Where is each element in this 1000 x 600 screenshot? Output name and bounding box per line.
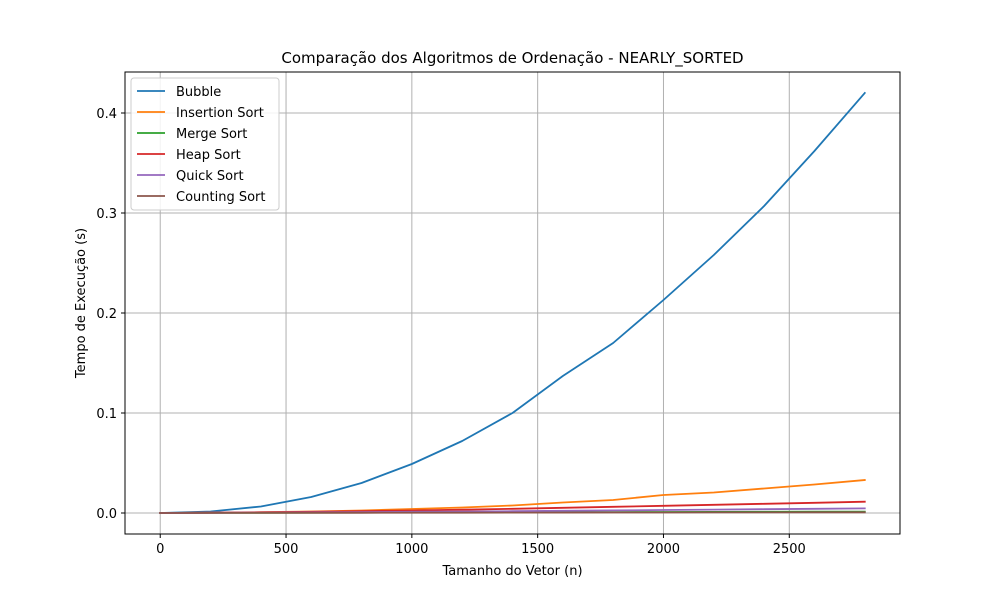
chart-title: Comparação dos Algoritmos de Ordenação -… <box>281 49 743 68</box>
plot-frame <box>124 71 901 535</box>
legend-label-heap-sort: Heap Sort <box>176 148 241 163</box>
legend: Bubble Insertion Sort Merge Sort Heap Sort Q… <box>130 77 280 211</box>
series-line-counting-sort <box>159 511 866 514</box>
y-tick-label: 0.4 <box>96 107 117 122</box>
legend-box <box>130 77 280 211</box>
legend-label-counting-sort: Counting Sort <box>176 190 266 205</box>
legend-label-bubble: Bubble <box>176 85 221 100</box>
y-axis-label: Tempo de Execução (s) <box>74 228 89 379</box>
y-tick-label: 0.2 <box>96 307 117 322</box>
x-tick-label: 1500 <box>521 542 554 557</box>
x-tick-label: 1000 <box>395 542 428 557</box>
axis-ticks: 0 500 1000 1500 2000 2500 0.0 0.1 0.2 0.3 0.4 <box>96 107 806 557</box>
series-lines <box>159 91 867 514</box>
x-tick-label: 0 <box>156 542 164 557</box>
legend-label-quick-sort: Quick Sort <box>176 169 244 184</box>
legend-label-insertion-sort: Insertion Sort <box>176 106 264 121</box>
x-tick-label: 500 <box>274 542 299 557</box>
x-tick-label: 2500 <box>773 542 806 557</box>
series-line-bubble <box>159 91 867 514</box>
y-tick-label: 0.0 <box>96 507 117 522</box>
y-tick-label: 0.1 <box>96 407 117 422</box>
y-tick-label: 0.3 <box>96 207 117 222</box>
legend-label-merge-sort: Merge Sort <box>176 127 247 142</box>
x-tick-label: 2000 <box>647 542 680 557</box>
x-axis-label: Tamanho do Vetor (n) <box>441 564 582 579</box>
